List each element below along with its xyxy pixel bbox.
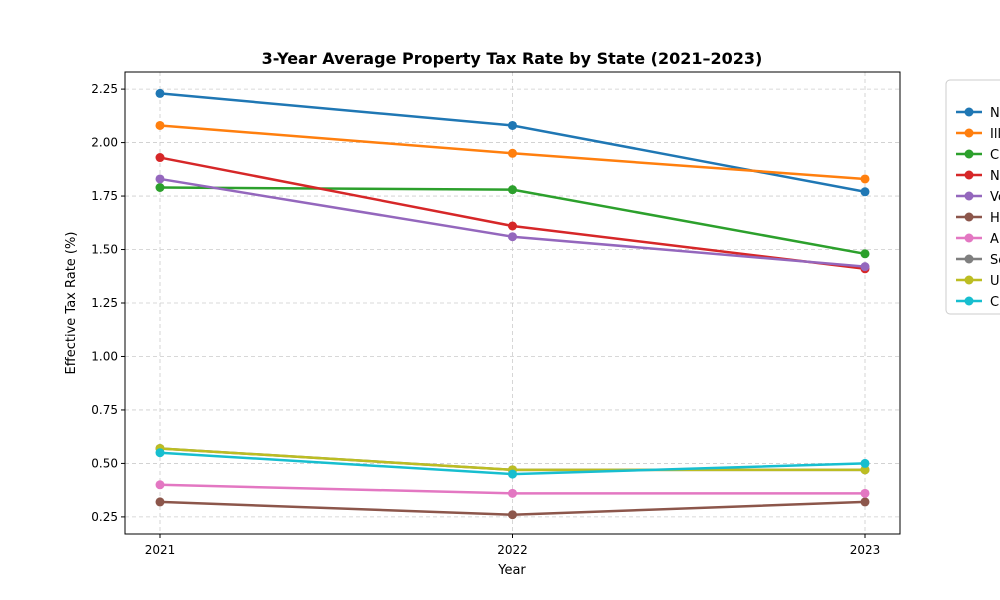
data-point bbox=[860, 465, 870, 475]
y-tick-label: 1.00 bbox=[91, 349, 118, 363]
data-point bbox=[860, 187, 870, 197]
legend-swatch-marker bbox=[964, 212, 974, 222]
legend-swatch-marker bbox=[964, 128, 974, 138]
x-axis: 2021 2022 2023 bbox=[145, 534, 881, 557]
y-tick-label: 0.25 bbox=[91, 510, 118, 524]
data-point bbox=[155, 183, 165, 192]
legend-label: Ve bbox=[990, 190, 1000, 205]
series-layer bbox=[155, 88, 870, 520]
data-point bbox=[155, 174, 165, 184]
data-point bbox=[508, 221, 517, 231]
data-point bbox=[508, 148, 517, 158]
data-point bbox=[860, 497, 870, 507]
legend-swatch-marker bbox=[964, 233, 974, 243]
y-tick-label: 0.75 bbox=[91, 403, 118, 417]
legend-label: C bbox=[990, 295, 999, 310]
data-point bbox=[155, 88, 165, 98]
legend-label: N bbox=[990, 169, 1000, 184]
chart-title: 3-Year Average Property Tax Rate by Stat… bbox=[262, 49, 763, 68]
data-point bbox=[155, 497, 165, 507]
legend-label: Al bbox=[990, 232, 1000, 247]
legend-item: C bbox=[956, 295, 999, 310]
legend-swatch-marker bbox=[964, 191, 974, 201]
legend-swatch-marker bbox=[964, 296, 974, 306]
legend-label: U bbox=[990, 274, 1000, 289]
y-tick-label: 2.25 bbox=[91, 82, 118, 96]
legend-swatch-marker bbox=[964, 107, 974, 117]
x-tick-label: 2021 bbox=[145, 543, 176, 557]
y-tick-label: 1.50 bbox=[91, 243, 118, 257]
legend-item: C bbox=[956, 148, 999, 163]
data-point bbox=[508, 469, 517, 479]
data-point bbox=[155, 120, 165, 130]
legend-item: N bbox=[956, 106, 1000, 121]
y-tick-label: 1.25 bbox=[91, 296, 118, 310]
data-point bbox=[508, 185, 517, 195]
y-tick-label: 0.50 bbox=[91, 456, 118, 470]
legend-item: Sc bbox=[956, 253, 1000, 268]
series bbox=[155, 174, 870, 272]
legend-swatch-marker bbox=[964, 254, 974, 264]
legend-item: N bbox=[956, 169, 1000, 184]
legend-item: U bbox=[956, 274, 1000, 289]
series bbox=[155, 120, 870, 184]
legend-item: Ill bbox=[956, 127, 1000, 142]
legend: NIllCNVeHAlScUC bbox=[945, 79, 1000, 315]
data-point bbox=[155, 153, 165, 163]
grid bbox=[125, 72, 900, 534]
x-tick-label: 2022 bbox=[497, 543, 528, 557]
y-tick-label: 1.75 bbox=[91, 189, 118, 203]
x-tick-label: 2023 bbox=[850, 543, 881, 557]
y-tick-label: 2.00 bbox=[91, 136, 118, 150]
data-point bbox=[860, 458, 870, 468]
data-point bbox=[860, 488, 870, 498]
series bbox=[155, 448, 870, 479]
data-point bbox=[508, 488, 517, 498]
legend-label: C bbox=[990, 148, 999, 163]
series bbox=[155, 497, 870, 520]
legend-label: Sc bbox=[990, 253, 1000, 268]
series bbox=[155, 480, 870, 498]
legend-label: Ill bbox=[990, 127, 1000, 142]
data-point bbox=[860, 174, 870, 184]
y-axis-label: Effective Tax Rate (%) bbox=[64, 232, 79, 375]
legend-item: Al bbox=[956, 232, 1000, 247]
legend-item: H bbox=[956, 211, 1000, 226]
data-point bbox=[508, 510, 517, 520]
series bbox=[155, 183, 870, 259]
legend-label: H bbox=[990, 211, 1000, 226]
data-point bbox=[860, 249, 870, 259]
legend-swatch-marker bbox=[964, 149, 974, 159]
legend-item: Ve bbox=[956, 190, 1000, 205]
data-point bbox=[155, 480, 165, 490]
legend-label: N bbox=[990, 106, 1000, 121]
data-point bbox=[508, 232, 517, 242]
data-point bbox=[860, 262, 870, 272]
x-axis-label: Year bbox=[497, 563, 526, 578]
data-point bbox=[508, 120, 517, 130]
data-point bbox=[155, 448, 165, 458]
legend-swatch-marker bbox=[964, 275, 974, 285]
legend-swatch-marker bbox=[964, 170, 974, 180]
y-axis: 0.25 0.50 0.75 1.00 1.25 1.50 1.75 2.00 2.25 bbox=[91, 82, 125, 524]
